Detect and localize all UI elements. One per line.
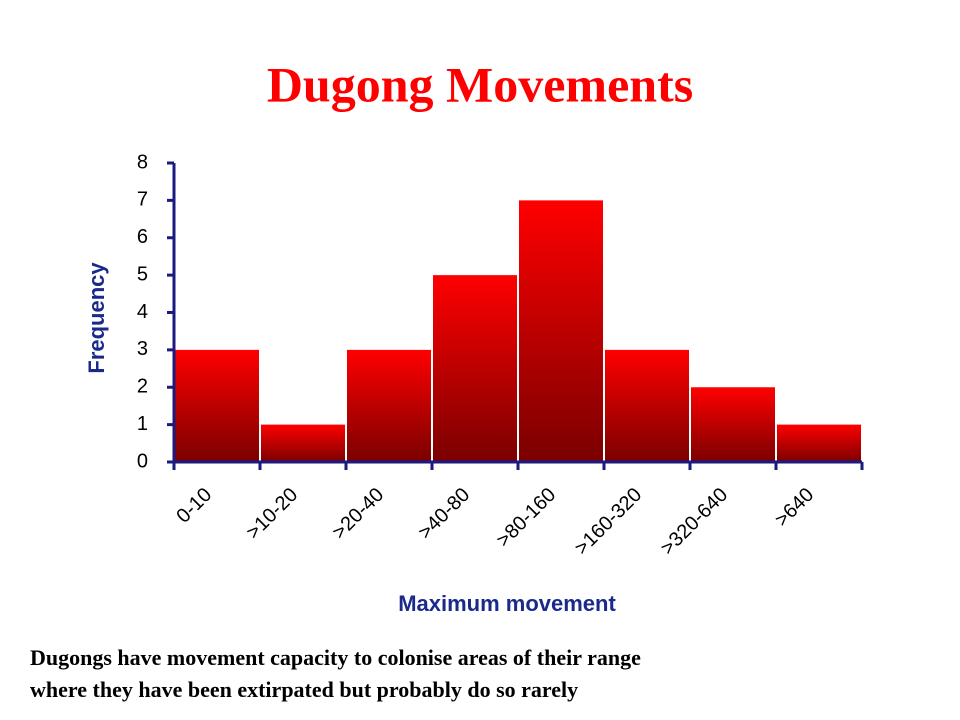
y-tick-label: 3: [137, 338, 148, 360]
y-tick-label: 4: [137, 301, 148, 323]
x-tick-label: >320-640: [657, 484, 733, 560]
x-tick-label: >80-160: [492, 484, 560, 552]
bar: [777, 424, 861, 462]
x-tick-label: >640: [771, 484, 818, 531]
x-axis-label: Maximum movement: [398, 591, 616, 616]
y-tick-label: 8: [137, 151, 148, 173]
y-tick-label: 5: [137, 263, 148, 285]
caption: Dugongs have movement capacity to coloni…: [30, 645, 641, 670]
bar: [347, 349, 431, 462]
y-tick-label: 1: [137, 413, 148, 435]
bar: [605, 349, 689, 462]
bar: [261, 424, 345, 462]
y-tick-label: 7: [137, 189, 148, 211]
bar: [175, 349, 259, 462]
bar: [519, 200, 603, 462]
y-axis-label: Frequency: [84, 262, 109, 374]
caption: where they have been extirpated but prob…: [30, 677, 578, 702]
x-tick-label: 0-10: [172, 484, 216, 528]
x-tick-label: >10-20: [242, 484, 302, 544]
x-tick-label: >40-80: [414, 484, 474, 544]
y-tick-label: 6: [137, 226, 148, 248]
x-tick-label: >160-320: [571, 484, 647, 560]
bar: [433, 275, 517, 462]
bar: [691, 387, 775, 462]
chart-title: Dugong Movements: [267, 56, 693, 112]
y-tick-label: 2: [137, 376, 148, 398]
x-tick-label: >20-40: [328, 484, 388, 544]
y-tick-label: 0: [137, 450, 148, 472]
